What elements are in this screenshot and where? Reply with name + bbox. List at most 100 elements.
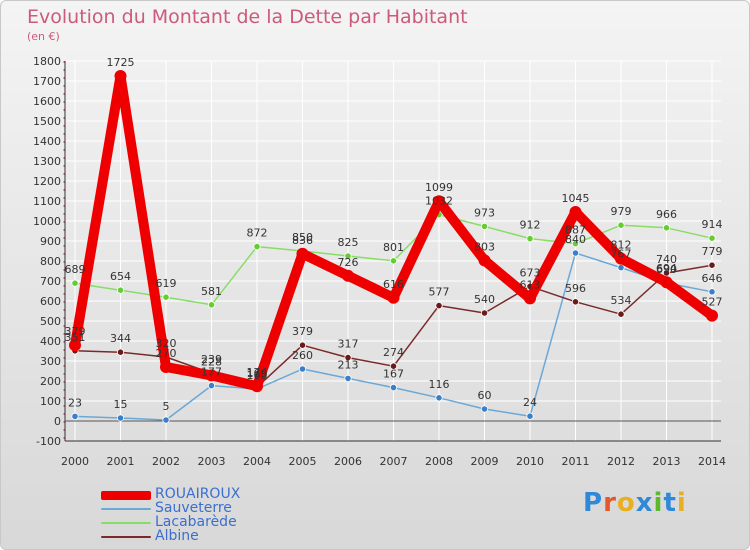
data-point-lacabare-de	[71, 279, 79, 287]
data-label-albine: 344	[110, 332, 131, 345]
data-label-albine: 577	[429, 286, 450, 299]
data-label-rouairoux: 527	[702, 296, 723, 309]
data-label-albine: 534	[611, 294, 632, 307]
data-label-sauveterre: 15	[114, 398, 128, 411]
x-tick-label: 2002	[152, 455, 180, 468]
data-point-rouairoux	[160, 361, 172, 373]
y-tick-label: 900	[40, 235, 61, 248]
data-label-lacabare-de: 581	[201, 285, 222, 298]
data-label-lacabare-de: 689	[65, 263, 86, 276]
data-label-rouairoux: 694	[656, 262, 677, 275]
data-point-rouairoux	[706, 309, 718, 322]
data-point-sauveterre	[298, 365, 307, 373]
legend-swatch	[101, 490, 151, 500]
data-point-lacabare-de	[526, 235, 534, 243]
data-point-albine	[389, 362, 398, 370]
data-point-rouairoux	[69, 339, 81, 352]
data-point-rouairoux	[205, 369, 218, 382]
data-label-lacabare-de: 912	[520, 219, 541, 232]
x-tick-label: 2008	[425, 455, 453, 468]
data-label-rouairoux: 836	[292, 234, 313, 247]
data-point-sauveterre	[162, 416, 170, 424]
data-point-rouairoux	[524, 292, 536, 305]
data-label-lacabare-de: 1032	[425, 195, 453, 208]
data-point-albine	[480, 309, 489, 317]
data-label-lacabare-de: 801	[383, 241, 404, 254]
y-tick-label: 1700	[33, 75, 61, 88]
data-point-sauveterre	[526, 412, 534, 420]
data-point-albine	[708, 261, 716, 269]
x-tick-label: 2004	[243, 455, 271, 468]
y-tick-label: 400	[40, 335, 61, 348]
data-point-rouairoux	[251, 380, 263, 393]
x-tick-label: 2013	[653, 455, 681, 468]
data-point-sauveterre	[389, 383, 398, 392]
data-label-rouairoux: 1725	[107, 56, 135, 69]
data-label-rouairoux: 379	[65, 325, 86, 338]
data-point-albine	[344, 353, 352, 362]
data-point-rouairoux	[569, 206, 582, 218]
data-label-sauveterre: 213	[338, 358, 359, 371]
data-label-albine: 274	[383, 346, 404, 359]
data-point-lacabare-de	[253, 243, 261, 251]
y-tick-label: 1000	[33, 215, 61, 228]
legend-swatch	[101, 508, 151, 510]
data-label-rouairoux: 174	[247, 366, 268, 379]
data-point-albine	[298, 341, 307, 349]
data-point-sauveterre	[71, 412, 79, 420]
legend-swatch	[101, 522, 151, 524]
logo-letter: r	[603, 488, 617, 518]
data-point-rouairoux	[296, 247, 309, 260]
logo-letter: P	[583, 488, 604, 518]
data-point-sauveterre	[708, 288, 716, 296]
data-point-sauveterre	[480, 405, 489, 413]
x-tick-label: 2011	[562, 455, 590, 468]
data-label-lacabare-de: 825	[338, 236, 359, 249]
chart-title: Evolution du Montant de la Dette par Hab…	[27, 6, 468, 28]
y-tick-label: 1200	[33, 175, 61, 188]
data-label-rouairoux: 726	[338, 256, 359, 269]
data-label-albine: 379	[292, 325, 313, 338]
legend-swatch	[101, 536, 151, 538]
data-point-rouairoux	[433, 195, 445, 208]
y-tick-label: 1100	[33, 195, 61, 208]
data-point-lacabare-de	[480, 222, 489, 230]
data-label-albine: 540	[474, 293, 495, 306]
data-point-lacabare-de	[662, 224, 671, 232]
data-label-sauveterre: 840	[565, 233, 586, 246]
data-label-rouairoux: 270	[156, 347, 177, 360]
data-point-lacabare-de	[344, 252, 352, 260]
legend-label: Sauveterre	[155, 500, 232, 516]
data-label-albine: 596	[565, 282, 586, 295]
logo-letter: x	[635, 488, 654, 518]
x-tick-label: 2012	[607, 455, 635, 468]
data-label-sauveterre: 260	[292, 349, 313, 362]
logo-letter: i	[676, 488, 687, 518]
data-label-rouairoux: 1045	[562, 192, 590, 205]
y-tick-label: 1500	[33, 115, 61, 128]
data-label-rouairoux: 228	[201, 355, 222, 368]
y-tick-label: 800	[40, 255, 61, 268]
data-label-albine: 740	[656, 253, 677, 266]
y-tick-label: 100	[40, 395, 61, 408]
data-point-lacabare-de	[571, 240, 580, 248]
data-label-sauveterre: 24	[523, 396, 537, 409]
x-tick-label: 2005	[289, 455, 317, 468]
logo-letter: o	[616, 488, 636, 518]
logo-letter: i	[653, 488, 664, 518]
x-tick-label: 2014	[698, 455, 726, 468]
data-point-rouairoux	[342, 269, 354, 282]
data-point-sauveterre	[571, 249, 580, 257]
data-label-albine: 317	[338, 338, 359, 351]
data-label-sauveterre: 167	[383, 368, 404, 381]
data-label-rouairoux: 616	[383, 278, 404, 291]
data-label-lacabare-de: 887	[565, 224, 586, 237]
data-label-sauveterre: 5	[163, 400, 170, 413]
data-label-albine: 779	[702, 245, 723, 258]
x-tick-label: 2001	[107, 455, 135, 468]
proxiti-logo: Proxiti	[583, 488, 687, 518]
data-label-sauveterre: 23	[68, 396, 82, 409]
data-point-rouairoux	[660, 276, 673, 289]
data-point-sauveterre	[344, 374, 352, 382]
